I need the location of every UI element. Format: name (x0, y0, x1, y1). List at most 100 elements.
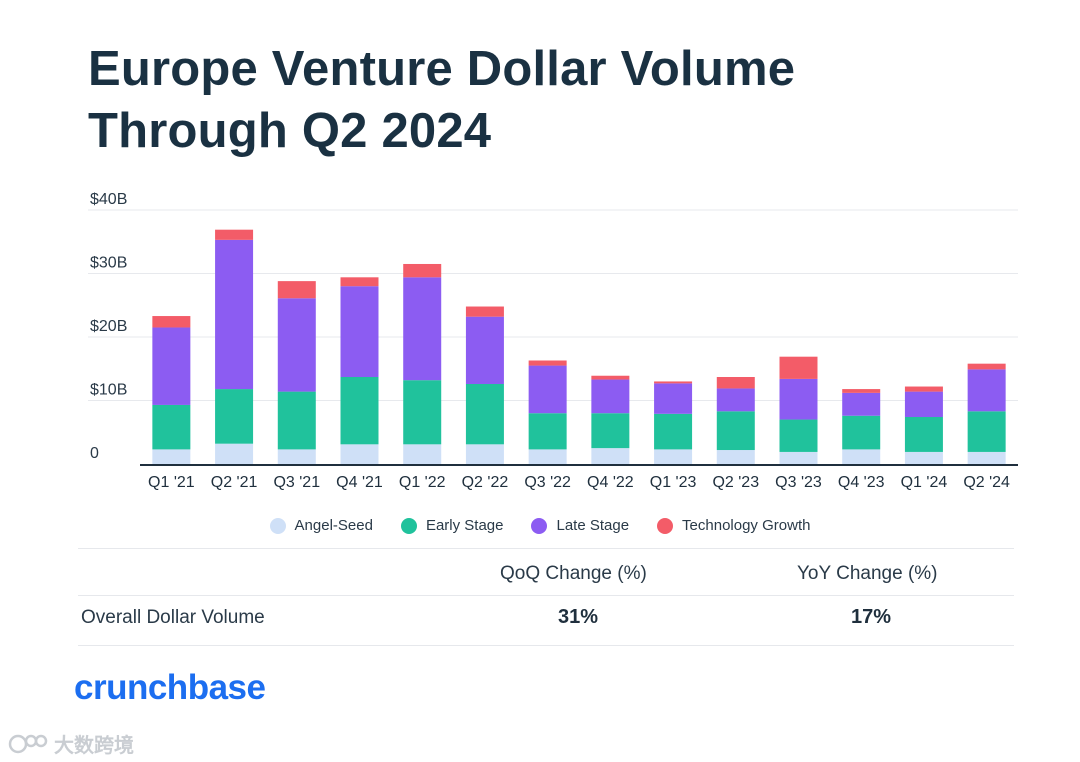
legend-swatch (657, 517, 674, 534)
crunchbase-logo: crunchbase (74, 668, 266, 707)
bar-segment-late-stage (403, 277, 442, 381)
bar-segment-angel-seed (842, 449, 881, 464)
legend-label: Angel-Seed (294, 517, 373, 534)
table-top-divider (78, 548, 1014, 549)
bar-segment-angel-seed (277, 449, 316, 464)
bar-segment-late-stage (842, 392, 881, 416)
table-header-divider (78, 595, 1014, 596)
x-tick-label: Q2 '23 (712, 474, 759, 491)
x-tick-label: Q4 '22 (587, 474, 634, 491)
bar-segment-angel-seed (904, 451, 943, 464)
bar-segment-late-stage (591, 379, 630, 414)
bar-segment-late-stage (654, 383, 693, 414)
x-tick-label: Q2 '24 (963, 474, 1010, 491)
x-tick-label: Q2 '22 (462, 474, 509, 491)
bar-segment-early-stage (904, 417, 943, 452)
bar-segment-angel-seed (152, 449, 191, 464)
bar-segment-late-stage (779, 378, 818, 420)
bar-segment-early-stage (779, 419, 818, 452)
x-tick-label: Q1 '21 (148, 474, 195, 491)
legend-item-early-stage: Early Stage (400, 517, 504, 534)
bar-segment-angel-seed (967, 451, 1006, 464)
bar-segment-technology-growth (340, 277, 379, 287)
bar-segment-technology-growth (967, 363, 1006, 370)
bar-segment-early-stage (591, 413, 630, 449)
legend-label: Late Stage (556, 517, 630, 534)
bar-segment-technology-growth (528, 360, 567, 366)
bar-segment-technology-growth (716, 377, 755, 389)
legend-label: Technology Growth (682, 517, 811, 534)
qoq-header: QoQ Change (%) (500, 563, 647, 584)
bar-segment-late-stage (152, 327, 191, 405)
bar-segment-early-stage (277, 391, 316, 450)
bar-segment-technology-growth (403, 263, 442, 278)
x-tick-label: Q2 '21 (211, 474, 258, 491)
bar-segment-technology-growth (654, 381, 693, 384)
bar-segment-early-stage (716, 411, 755, 451)
legend-item-technology-growth: Technology Growth (657, 517, 810, 534)
bar-segment-early-stage (842, 415, 881, 450)
bar-segment-late-stage (277, 298, 316, 392)
legend-swatch (400, 517, 417, 534)
bar-segment-early-stage (215, 389, 254, 444)
y-tick-label: $40B (90, 191, 127, 208)
x-tick-label: Q3 '21 (273, 474, 320, 491)
bar-segment-angel-seed (779, 451, 818, 464)
legend-item-late-stage: Late Stage (531, 517, 629, 534)
yoy-value: 17% (851, 606, 892, 628)
bar-segment-technology-growth (277, 281, 316, 299)
legend-swatch (269, 517, 286, 534)
bar-segment-technology-growth (465, 306, 504, 317)
qoq-value: 31% (558, 606, 599, 628)
x-tick-label: Q1 '22 (399, 474, 446, 491)
bar-segment-technology-growth (904, 386, 943, 392)
bar-segment-early-stage (152, 404, 191, 450)
y-tick-label: $10B (90, 382, 127, 399)
bar-segment-late-stage (215, 239, 254, 390)
bar-segment-angel-seed (654, 449, 693, 464)
x-tick-label: Q1 '23 (650, 474, 697, 491)
bar-segment-early-stage (967, 411, 1006, 452)
bar-segment-angel-seed (403, 444, 442, 464)
chart-legend: Angel-Seed Early Stage Late Stage Technolog… (0, 517, 1080, 534)
x-tick-label: Q1 '24 (901, 474, 948, 491)
bar-segment-late-stage (967, 369, 1006, 412)
bar-segment-technology-growth (842, 389, 881, 393)
bar-segment-early-stage (654, 413, 693, 450)
watermark-logo-icon (8, 734, 48, 753)
watermark-text: 大数跨境 (54, 735, 134, 757)
bar-segment-technology-growth (215, 229, 254, 240)
x-tick-label: Q3 '22 (524, 474, 571, 491)
bar-segment-early-stage (528, 413, 567, 450)
legend-swatch (531, 517, 548, 534)
legend-item-angel-seed: Angel-Seed (269, 517, 373, 534)
bar-segment-angel-seed (591, 448, 630, 464)
bar-segment-early-stage (465, 383, 504, 445)
bar-segment-technology-growth (779, 356, 818, 379)
bar-segment-angel-seed (528, 449, 567, 464)
x-tick-label: Q3 '23 (775, 474, 822, 491)
table-bottom-divider (78, 645, 1014, 646)
bar-segment-angel-seed (215, 443, 254, 464)
bar-segment-late-stage (716, 388, 755, 412)
x-tick-label: Q4 '23 (838, 474, 885, 491)
bar-segment-angel-seed (716, 450, 755, 464)
legend-label: Early Stage (425, 517, 504, 534)
bar-segment-angel-seed (340, 444, 379, 464)
bar-segment-late-stage (465, 316, 504, 384)
y-tick-label: $20B (90, 318, 127, 335)
bar-segment-technology-growth (152, 316, 191, 328)
watermark: 大数跨境 (8, 729, 134, 758)
bar-segment-late-stage (340, 286, 379, 378)
bar-segment-early-stage (340, 377, 379, 445)
stacked-bar-chart: 0 $10B $20B $30B $40B Q1 '21 Q2 '21 Q3 '21 Q4 '2… (88, 191, 1018, 491)
bar-segment-late-stage (528, 365, 567, 414)
bar-segment-late-stage (904, 391, 943, 418)
row-label-overall-dollar-volume: Overall Dollar Volume (81, 607, 265, 628)
x-tick-label: Q4 '21 (336, 474, 383, 491)
y-tick-label: 0 (90, 445, 99, 462)
bar-segment-early-stage (403, 380, 442, 445)
page-title: Europe Venture Dollar Volume Through Q2 … (88, 42, 796, 158)
bar-segment-angel-seed (465, 444, 504, 464)
y-tick-label: $30B (90, 255, 127, 272)
